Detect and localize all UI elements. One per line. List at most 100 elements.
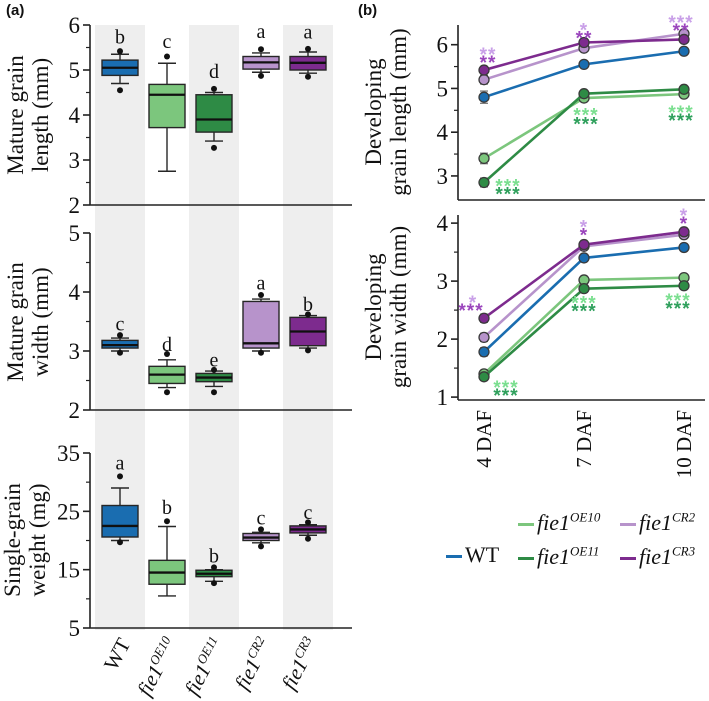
svg-text:3: 3: [437, 164, 449, 189]
box-CR2: a: [242, 21, 280, 79]
box-OE11: b: [195, 545, 233, 587]
box-WT: a: [101, 453, 139, 546]
box-CR3: c: [289, 502, 327, 542]
box-CR3: b: [289, 294, 327, 354]
sig-stars: ***: [573, 106, 598, 127]
sig-stars: ***: [493, 378, 518, 399]
svg-text:a: a: [257, 21, 266, 43]
sig-stars: ***: [573, 115, 598, 136]
box-CR2: a: [242, 273, 280, 356]
x-label-cr2: fie1CR2: [229, 633, 277, 693]
series-OE11: [478, 83, 690, 189]
series-WT: [478, 241, 690, 358]
panel-a-label: (a): [6, 2, 25, 19]
svg-text:25: 25: [57, 499, 80, 524]
series-OE11: [478, 280, 690, 383]
legend-line-oe11-icon: [518, 557, 534, 561]
svg-text:b: b: [209, 545, 219, 567]
sig-stars: **: [576, 29, 593, 50]
legend-item-fie1-cr3: fie1CR3: [620, 544, 695, 570]
sig-stars: ***: [665, 291, 690, 312]
sig-stars: *: [580, 226, 588, 247]
svg-text:a: a: [116, 453, 125, 475]
legend-line-wt-icon: [446, 555, 462, 559]
sig-stars: ***: [495, 185, 520, 206]
sig-stars: ***: [571, 294, 596, 315]
box-WT: c: [101, 313, 139, 356]
sig-stars: ***: [458, 301, 483, 322]
svg-text:4: 4: [437, 120, 449, 145]
x-label-oe10: fie1OE10: [131, 633, 182, 700]
svg-text:3: 3: [69, 339, 81, 364]
svg-text:2: 2: [69, 193, 81, 218]
series-CR3: [478, 226, 690, 324]
box-OE10: b: [148, 497, 186, 597]
box-OE11: e: [195, 349, 233, 396]
sig-stars: *: [680, 206, 688, 227]
series-WT: [478, 45, 690, 104]
svg-text:6: 6: [437, 33, 449, 58]
box-chart-single_grain_weight: 5 15 25 35 a b b c c: [57, 441, 352, 641]
svg-text:c: c: [257, 507, 266, 529]
svg-text:5: 5: [69, 221, 81, 246]
legend-item-fie1-cr2: fie1CR2: [620, 510, 695, 536]
svg-text:b: b: [115, 27, 125, 49]
sig-stars: **: [673, 21, 690, 42]
sig-stars: ***: [493, 386, 518, 407]
svg-text:b: b: [303, 294, 313, 316]
legend-line-cr2-icon: [620, 523, 636, 527]
legend-item-fie1-oe11: fie1OE11: [518, 544, 599, 570]
svg-text:5: 5: [437, 76, 449, 101]
x-label-wt: WT: [99, 634, 136, 674]
sig-stars: *: [680, 214, 688, 235]
svg-text:35: 35: [57, 441, 80, 466]
x-label-4-daf: 4 DAF: [472, 410, 496, 468]
svg-text:5: 5: [69, 58, 81, 83]
svg-text:4: 4: [437, 211, 449, 236]
series-CR3: [478, 33, 690, 76]
legend-label-oe11: fie1OE11: [537, 543, 600, 569]
x-label-cr3: fie1CR3: [276, 633, 324, 693]
svg-text:c: c: [304, 502, 313, 524]
box-OE11: d: [195, 61, 233, 151]
legend: WT fie1OE10 fie1OE11 fie1CR2 fie1CR3: [430, 498, 709, 598]
svg-text:15: 15: [57, 558, 80, 583]
sig-stars: **: [480, 45, 497, 66]
legend-item-wt: WT: [446, 542, 499, 568]
box-WT: b: [101, 27, 139, 94]
sig-stars: ***: [571, 302, 596, 323]
sig-stars: ***: [495, 177, 520, 198]
box-OE10: d: [148, 334, 186, 396]
svg-text:4: 4: [69, 103, 81, 128]
box-CR3: a: [289, 22, 327, 80]
svg-text:2: 2: [69, 398, 81, 423]
svg-text:a: a: [304, 22, 313, 44]
panel-b-label: (b): [358, 2, 378, 19]
legend-line-cr3-icon: [620, 557, 636, 561]
svg-text:3: 3: [437, 269, 449, 294]
svg-text:6: 6: [69, 13, 81, 38]
box-CR2: c: [242, 507, 280, 550]
sig-stars: ***: [665, 299, 690, 320]
legend-item-fie1-oe10: fie1OE10: [518, 510, 600, 536]
box-chart-mature_grain_width: 2 3 4 5 c d e a b: [69, 221, 352, 423]
svg-text:e: e: [210, 349, 219, 371]
svg-text:4: 4: [69, 280, 81, 305]
box-OE10: c: [148, 31, 186, 172]
sig-stars: ***: [668, 103, 693, 124]
svg-text:b: b: [162, 497, 172, 519]
sig-stars: *: [580, 218, 588, 239]
legend-label-oe10: fie1OE10: [537, 509, 601, 535]
sig-stars: *: [469, 293, 477, 314]
box-chart-mature_grain_length: 2 3 4 5 6 b c d a a: [69, 13, 352, 218]
sig-stars: ***: [668, 13, 693, 34]
svg-text:c: c: [116, 313, 125, 335]
svg-text:c: c: [163, 31, 172, 53]
svg-text:a: a: [257, 273, 266, 295]
x-label-oe11: fie1OE11: [179, 634, 230, 699]
